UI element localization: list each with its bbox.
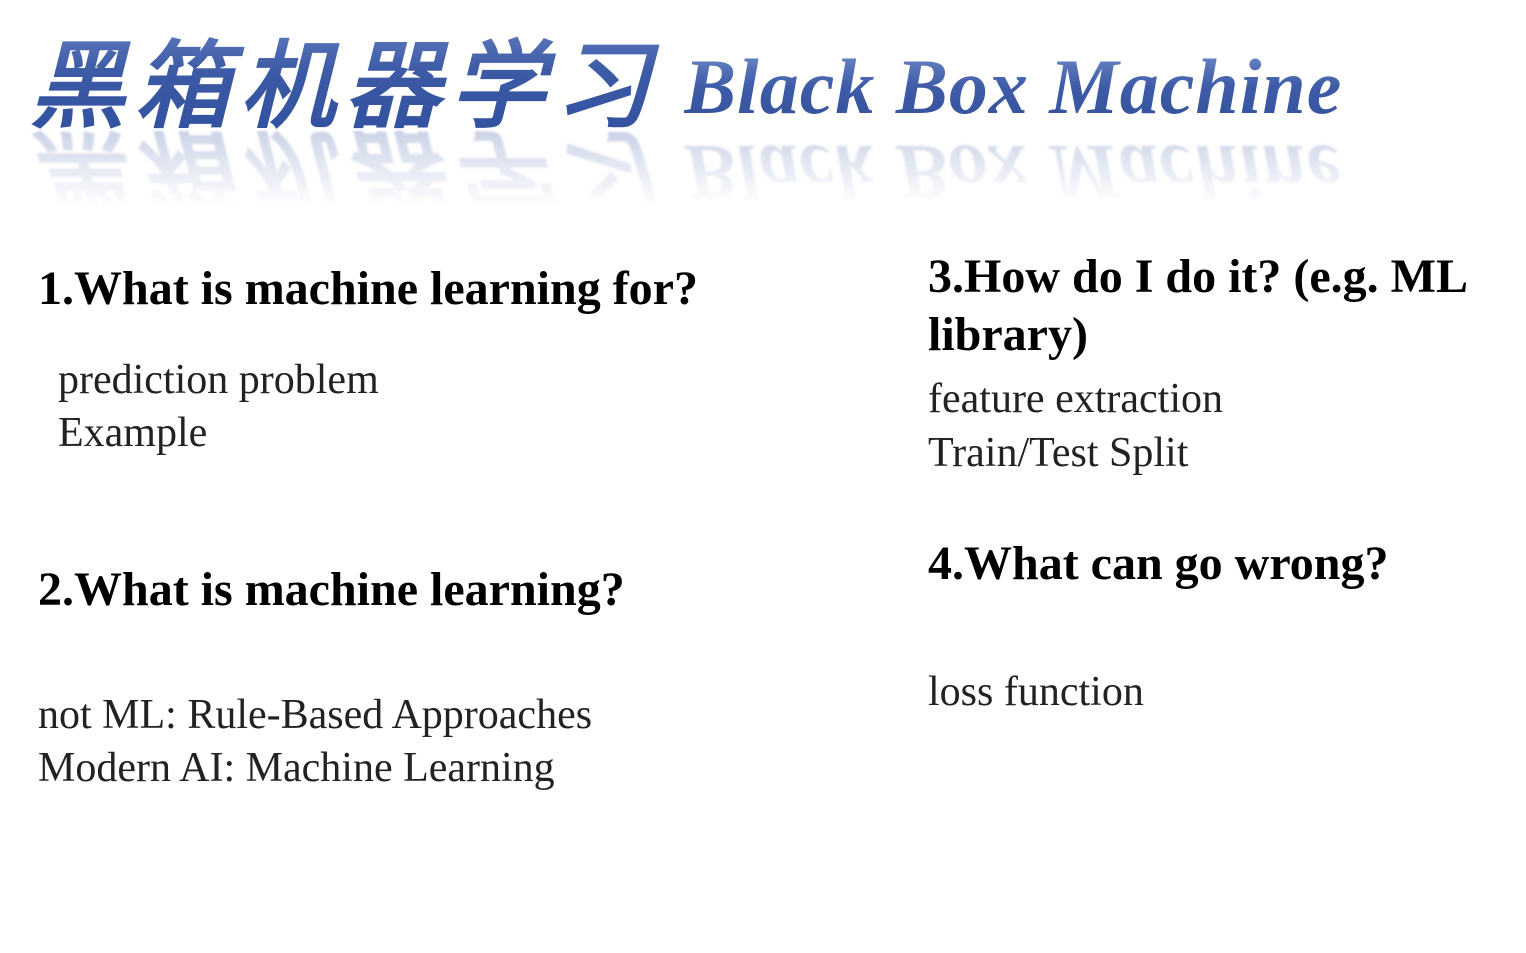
section-4-item-0: loss function <box>928 666 1526 720</box>
section-2-item-0: not ML: Rule-Based Approaches <box>38 689 878 743</box>
content-area: 1.What is machine learning for? predicti… <box>38 260 1526 953</box>
section-2-item-1: Modern AI: Machine Learning <box>38 742 878 796</box>
section-3-item-1: Train/Test Split <box>928 427 1526 481</box>
section-1-item-1: Example <box>58 407 878 461</box>
slide: 黑箱机器学习 Black Box Machine 黑箱机器学习 Black Bo… <box>0 0 1526 953</box>
title-english-reflection: Black Box Machine <box>684 127 1342 217</box>
right-column: 3.How do I do it? (e.g. ML library) feat… <box>928 248 1526 780</box>
title-chinese-reflection: 黑箱机器学习 <box>30 112 660 249</box>
section-1-body: prediction problem Example <box>38 354 878 462</box>
section-4-body: loss function <box>928 666 1526 720</box>
section-2-body: not ML: Rule-Based Approaches Modern AI:… <box>38 689 878 797</box>
left-column: 1.What is machine learning for? predicti… <box>38 260 878 856</box>
section-1-heading: 1.What is machine learning for? <box>38 260 878 318</box>
section-3-item-0: feature extraction <box>928 373 1526 427</box>
section-4-heading: 4.What can go wrong? <box>928 535 1526 593</box>
title-reflection: 黑箱机器学习 Black Box Machine <box>30 112 1526 249</box>
section-2-heading: 2.What is machine learning? <box>38 561 878 619</box>
section-3-body: feature extraction Train/Test Split <box>928 373 1526 481</box>
section-1-item-0: prediction problem <box>58 354 878 408</box>
section-3-heading: 3.How do I do it? (e.g. ML library) <box>928 248 1526 363</box>
